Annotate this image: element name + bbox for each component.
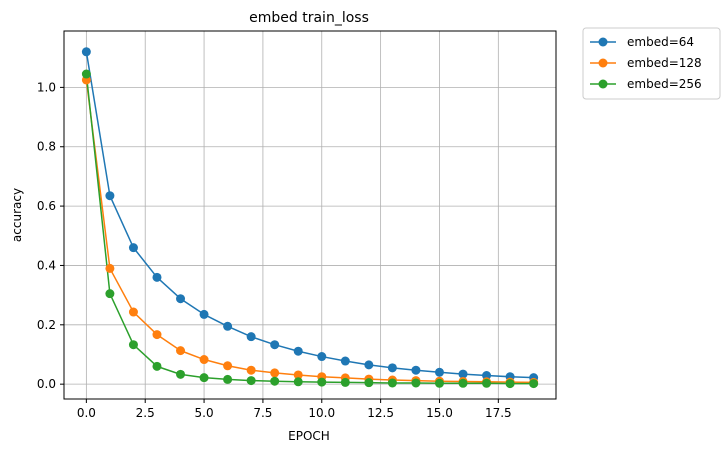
legend-box (582, 27, 721, 100)
series-2-point-13 (387, 378, 397, 388)
series-2-point-14 (411, 378, 421, 388)
series-0-point-11 (340, 356, 350, 366)
y-axis-label: accuracy (10, 188, 24, 242)
series-2-point-12 (364, 378, 374, 388)
series-2-point-2 (128, 340, 138, 350)
legend-items: embed=64 embed=128 embed=256 (590, 35, 702, 91)
series-1-point-1 (105, 263, 115, 273)
chart-title: embed train_loss (249, 10, 369, 26)
y-tick-label-0: 0.0 (37, 377, 56, 391)
series-0-point-12 (364, 360, 374, 370)
x-tick-label-4: 10.0 (308, 406, 335, 420)
series-0-point-8 (270, 340, 280, 350)
legend-label-0: embed=64 (627, 35, 694, 49)
series-0-point-7 (246, 332, 256, 342)
y-tick-label-4: 0.8 (37, 140, 56, 154)
series-2-point-18 (505, 379, 515, 389)
series-1-point-7 (246, 365, 256, 375)
x-tick-label-2: 5.0 (195, 406, 214, 420)
x-tick-label-6: 15.0 (426, 406, 453, 420)
series-0-point-4 (176, 294, 186, 304)
legend-marker-2 (598, 79, 608, 89)
legend: embed=64 embed=128 embed=256 (582, 27, 721, 100)
series-1-point-3 (152, 330, 162, 340)
series-0-point-14 (411, 365, 421, 375)
x-tick-label-3: 7.5 (253, 406, 272, 420)
series-2-point-0 (81, 69, 91, 79)
series-1-point-6 (223, 361, 233, 371)
series-2-point-6 (223, 374, 233, 384)
series-1-point-8 (270, 368, 280, 378)
series-0-point-17 (482, 371, 492, 381)
series-0-point-16 (458, 369, 468, 379)
series-2-point-16 (458, 378, 468, 388)
series-2-point-11 (340, 377, 350, 387)
series-0-point-15 (434, 367, 444, 377)
series-0-point-0 (81, 47, 91, 57)
legend-label-1: embed=128 (627, 56, 702, 70)
y-tick-label-1: 0.2 (37, 318, 56, 332)
series-0-point-13 (387, 363, 397, 373)
series-0-point-3 (152, 272, 162, 282)
series-0-point-10 (317, 352, 327, 362)
series-1-point-5 (199, 355, 209, 365)
series-2-point-15 (434, 378, 444, 388)
series-0-point-5 (199, 309, 209, 319)
series-markers (81, 47, 539, 389)
x-tick-label-7: 17.5 (485, 406, 512, 420)
series-0-point-6 (223, 321, 233, 331)
x-tick-label-0: 0.0 (77, 406, 96, 420)
series-2-point-7 (246, 376, 256, 386)
series-2-point-10 (317, 377, 327, 387)
series-2-point-3 (152, 361, 162, 371)
y-axis-ticks: 0.0 0.2 0.4 0.6 0.8 1.0 (37, 80, 64, 391)
series-1-point-2 (128, 307, 138, 317)
series-1-point-4 (176, 346, 186, 356)
series-0-point-1 (105, 191, 115, 201)
x-axis-label: EPOCH (288, 429, 330, 443)
y-tick-label-2: 0.4 (37, 258, 56, 272)
series-1-point-9 (293, 370, 303, 380)
series-2-point-4 (176, 369, 186, 379)
legend-marker-1 (598, 58, 608, 68)
series-2-point-9 (293, 377, 303, 387)
y-tick-label-5: 1.0 (37, 80, 56, 94)
series-2-point-17 (482, 378, 492, 388)
grid-lines (64, 31, 556, 399)
y-tick-label-3: 0.6 (37, 199, 56, 213)
series-0-point-9 (293, 346, 303, 356)
series-2-point-5 (199, 373, 209, 383)
x-tick-label-1: 2.5 (136, 406, 155, 420)
plot-area-frame (63, 30, 557, 400)
legend-label-2: embed=256 (627, 77, 702, 91)
series-2-point-8 (270, 376, 280, 386)
x-axis-ticks: 0.0 2.5 5.0 7.5 10.0 12.5 15.0 17.5 (77, 399, 512, 420)
series-2-point-1 (105, 289, 115, 299)
legend-marker-0 (598, 37, 608, 47)
series-0-point-2 (128, 243, 138, 253)
series-2-point-19 (529, 379, 539, 389)
x-tick-label-5: 12.5 (367, 406, 394, 420)
